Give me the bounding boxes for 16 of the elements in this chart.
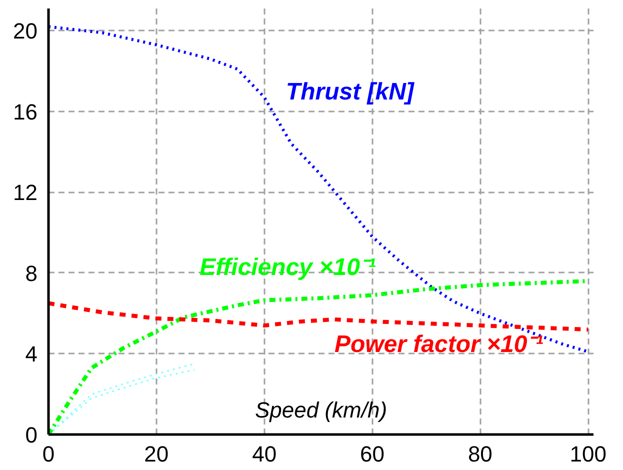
x-tick-label: 100 (570, 442, 606, 466)
y-tick-label: 4 (25, 342, 38, 367)
x-tick-label: 60 (360, 442, 385, 466)
y-tick-label: 16 (13, 99, 38, 124)
x-tick-label: 0 (42, 442, 55, 466)
y-tick-label: 12 (13, 180, 38, 206)
y-tick-label: 8 (25, 260, 38, 286)
series-label: Efficiency ×10⁻¹ (200, 254, 376, 282)
x-tick-label: 20 (144, 442, 169, 466)
x-axis-title: Speed (km/h) (254, 397, 388, 422)
y-tick-label: 20 (13, 18, 38, 44)
x-tick-label: 80 (468, 442, 492, 466)
series-label: Power factor ×10⁻¹ (334, 330, 544, 358)
y-tick-label: 0 (25, 422, 38, 448)
x-tick-label: 40 (252, 442, 277, 466)
series-label: Thrust [kN] (286, 78, 415, 106)
